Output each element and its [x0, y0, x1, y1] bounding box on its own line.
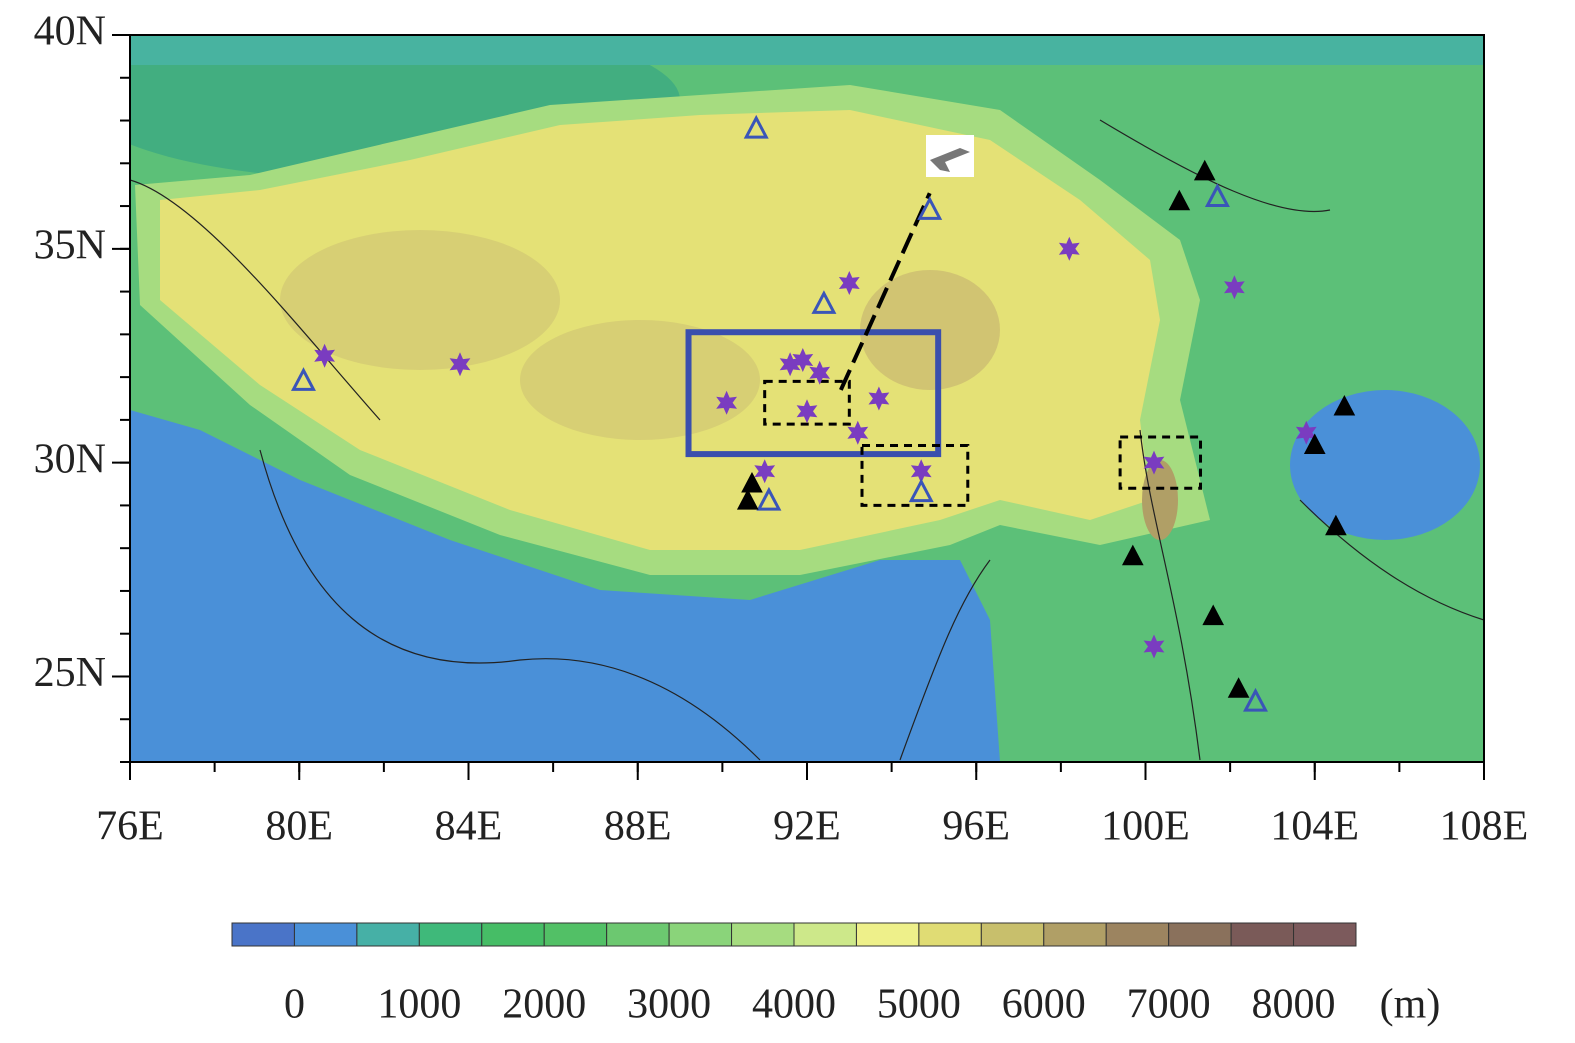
station-filled-triangle [1121, 544, 1144, 566]
region-box [685, 329, 942, 458]
colorbar-tick-label: 2000 [502, 982, 586, 1028]
station-star [910, 459, 932, 484]
station-star [847, 420, 869, 445]
y-tick-label: 40N [34, 9, 106, 55]
terrain [130, 35, 1484, 762]
colorbar-swatch [543, 922, 608, 947]
station-filled-triangle [1168, 189, 1191, 211]
x-tick-label: 100E [1101, 804, 1190, 850]
x-tick-label: 76E [96, 804, 164, 850]
station-filled-triangle [1325, 514, 1347, 536]
station-star [314, 343, 335, 368]
colorbar-swatch [980, 922, 1045, 947]
colorbar-swatch [1230, 922, 1295, 947]
colorbar-swatch [231, 922, 295, 947]
x-tick-label: 80E [265, 804, 333, 850]
colorbar-swatch [918, 922, 982, 947]
x-tick-label: 84E [435, 804, 503, 850]
station-star [809, 360, 831, 385]
y-tick-label: 35N [34, 222, 106, 268]
station-open-triangle [811, 290, 837, 314]
colorbar-tick-label: 7000 [1127, 982, 1211, 1028]
station-filled-triangle [1303, 433, 1326, 455]
colorbar-tick-label: 8000 [1252, 982, 1336, 1028]
x-tick-label: 92E [773, 804, 841, 850]
station-open-triangle [1204, 183, 1230, 208]
y-tick-label: 30N [34, 436, 106, 482]
x-tick-label: 88E [604, 804, 672, 850]
colorbar-swatch [481, 922, 545, 947]
colorbar-swatch [1105, 922, 1170, 947]
station-filled-triangle [1333, 394, 1356, 416]
station-open-triangle [756, 486, 782, 511]
colorbar-unit: (m) [1380, 982, 1441, 1028]
colorbar-swatch [356, 922, 420, 947]
station-star [1058, 236, 1080, 261]
x-tick-label: 108E [1440, 804, 1529, 850]
x-tick-label: 96E [942, 804, 1010, 850]
station-star [1224, 275, 1245, 300]
colorbar-swatch [418, 922, 483, 947]
colorbar-swatch [668, 922, 733, 947]
colorbar-swatch [855, 922, 920, 947]
station-star [838, 271, 860, 295]
region-box [763, 379, 851, 426]
colorbar-tick-label: 4000 [752, 982, 836, 1028]
station-open-triangle [1243, 687, 1268, 712]
station-star [1143, 634, 1165, 659]
station-open-triangle [290, 367, 316, 391]
colorbar-tick-label: 3000 [627, 982, 711, 1028]
colorbar-tick-label: 5000 [877, 982, 961, 1028]
station-open-triangle [917, 196, 943, 220]
flight-track [839, 192, 932, 391]
x-tick-label: 104E [1270, 804, 1359, 850]
station-star [868, 386, 890, 411]
region-box [1118, 435, 1203, 490]
station-star [1143, 450, 1165, 475]
station-filled-triangle [736, 489, 759, 510]
colorbar-swatch [1168, 922, 1232, 947]
station-star [754, 459, 776, 484]
colorbar-tick-label: 0 [284, 982, 305, 1028]
colorbar-tick-label: 6000 [1002, 982, 1086, 1028]
station-star [779, 352, 801, 377]
station-filled-triangle [1227, 677, 1250, 698]
colorbar-swatch [1293, 922, 1357, 947]
station-filled-triangle [1202, 604, 1225, 626]
colorbar-swatch [293, 922, 358, 947]
region-box [860, 444, 970, 507]
station-star [796, 399, 818, 424]
station-star [716, 390, 737, 415]
station-star [1295, 420, 1317, 445]
station-filled-triangle [1193, 159, 1216, 181]
colorbar-swatch [793, 922, 857, 947]
colorbar-tick-label: 1000 [377, 982, 461, 1028]
colorbar-swatch [1043, 922, 1107, 947]
colorbar-swatch [606, 922, 670, 947]
station-star [449, 352, 471, 377]
station-open-triangle [743, 114, 769, 139]
y-tick-label: 25N [34, 650, 106, 696]
station-open-triangle [908, 478, 934, 503]
station-filled-triangle [741, 471, 763, 493]
colorbar-swatch [731, 922, 795, 947]
aircraft-icon [926, 135, 974, 177]
station-star [792, 348, 814, 372]
